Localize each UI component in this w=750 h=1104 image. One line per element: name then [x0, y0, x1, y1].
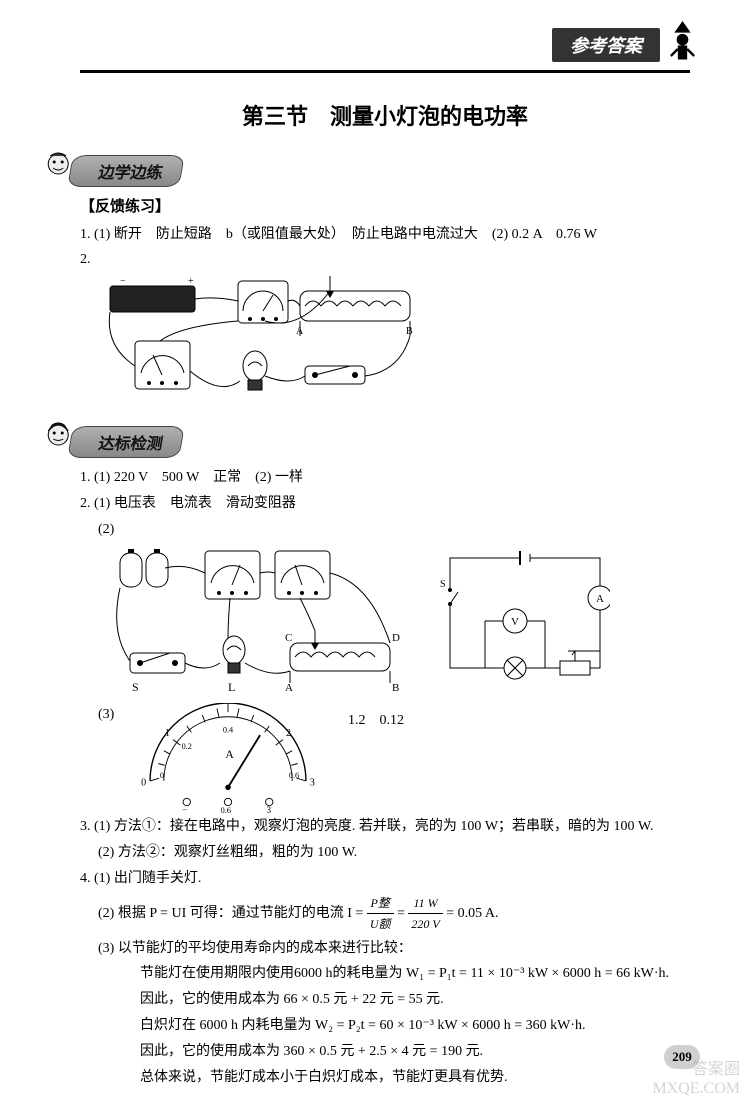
figure-1-circuit: − + A B: [100, 276, 690, 416]
banner-face-icon-2: [44, 421, 72, 449]
test-q4-3e: 总体来说，节能灯成本小于白炽灯成本，节能灯更具有优势.: [80, 1066, 690, 1090]
test-q4-3-lead: (3) 以节能灯的平均使用寿命内的成本来进行比较：: [80, 937, 690, 961]
learn-q1: 1. (1) 断开 防止短路 b（或阻值最大处） 防止电路中电流过大 (2) 0…: [80, 223, 690, 247]
svg-text:0.4: 0.4: [223, 726, 233, 735]
svg-text:+: +: [188, 276, 194, 287]
svg-text:−: −: [182, 805, 187, 813]
header-label: 参考答案: [552, 28, 660, 62]
svg-text:A: A: [225, 747, 234, 761]
test-q4-3b: 因此，它的使用成本为 66 × 0.5 元 + 22 元 = 55 元.: [80, 988, 690, 1012]
svg-text:0.6: 0.6: [289, 772, 299, 781]
header-figure-icon: [665, 18, 700, 66]
figure-ammeter-dial: 0 1 2 3: [128, 703, 328, 813]
fraction-1: P整 U额: [367, 893, 394, 935]
test-q4-3c: 白炽灯在 6000 h 内耗电量为 W₂ = P₂t = 60 × 10⁻³ k…: [80, 1014, 690, 1038]
feedback-heading: 【反馈练习】: [80, 195, 690, 221]
svg-text:A: A: [596, 593, 604, 605]
watermark-line1: 答案圈: [652, 1060, 740, 1079]
svg-text:B: B: [406, 326, 413, 337]
svg-text:V: V: [511, 616, 519, 628]
test-q4-3a: 节能灯在使用期限内使用6000 h的耗电量为 W₁ = P₁t = 11 × 1…: [80, 962, 690, 986]
test-q2-sub3-vals: 1.2 0.12: [348, 703, 404, 733]
q4-2-post: = 0.05 A.: [446, 906, 498, 921]
test-q1: 1. (1) 220 V 500 W 正常 (2) 一样: [80, 466, 690, 490]
test-q4-1: 4. (1) 出门随手关灯.: [80, 867, 690, 891]
svg-text:−: −: [120, 276, 126, 287]
watermark: 答案圈 MXQE.COM: [652, 1060, 740, 1098]
test-q2-line1: 2. (1) 电压表 电流表 滑动变阻器: [80, 492, 690, 516]
test-q3-2: (2) 方法②：观察灯丝粗细，粗的为 100 W.: [80, 841, 690, 865]
q4-2-pre: (2) 根据 P = UI 可得：通过节能灯的电流 I =: [98, 906, 363, 921]
svg-text:0.2: 0.2: [182, 742, 192, 751]
learn-q2-label: 2.: [80, 248, 690, 272]
test-q4-2: (2) 根据 P = UI 可得：通过节能灯的电流 I = P整 U额 = 11…: [80, 893, 690, 935]
svg-text:3: 3: [310, 778, 315, 789]
svg-text:2: 2: [286, 728, 291, 739]
svg-text:A: A: [296, 326, 304, 337]
svg-text:0: 0: [141, 778, 146, 789]
svg-text:S: S: [132, 680, 139, 694]
svg-text:B: B: [392, 682, 399, 694]
learn-banner-label: 边学边练: [97, 165, 164, 182]
header-bar: 参考答案: [80, 40, 690, 73]
banner-face-icon: [44, 150, 72, 178]
test-q2-sub3-lead: (3): [98, 703, 128, 727]
test-q4-3d: 因此，它的使用成本为 360 × 0.5 元 + 2.5 × 4 元 = 190…: [80, 1040, 690, 1064]
svg-text:0: 0: [160, 772, 164, 781]
test-banner-label: 达标检测: [97, 436, 164, 453]
test-q2-sub2: (2): [80, 518, 690, 542]
svg-text:A: A: [285, 682, 293, 694]
test-q3-1: 3. (1) 方法①：接在电路中，观察灯泡的亮度. 若并联，亮的为 100 W；…: [80, 815, 690, 839]
svg-text:L: L: [228, 680, 235, 694]
svg-text:D: D: [392, 632, 400, 644]
svg-text:C: C: [285, 632, 292, 644]
figure-2-circuit: S L: [110, 543, 410, 703]
svg-text:1: 1: [165, 728, 170, 739]
svg-text:S: S: [440, 579, 446, 590]
fraction-2: 11 W 220 V: [408, 893, 442, 935]
watermark-line2: MXQE.COM: [652, 1079, 740, 1098]
figure-schematic: S A V L: [440, 543, 610, 683]
svg-text:0.6: 0.6: [221, 806, 231, 813]
svg-text:3: 3: [267, 805, 272, 813]
learn-practice-banner: 边学边练: [67, 155, 185, 187]
section-title: 第三节 测量小灯泡的电功率: [80, 99, 690, 131]
standard-test-banner: 达标检测: [67, 426, 185, 458]
